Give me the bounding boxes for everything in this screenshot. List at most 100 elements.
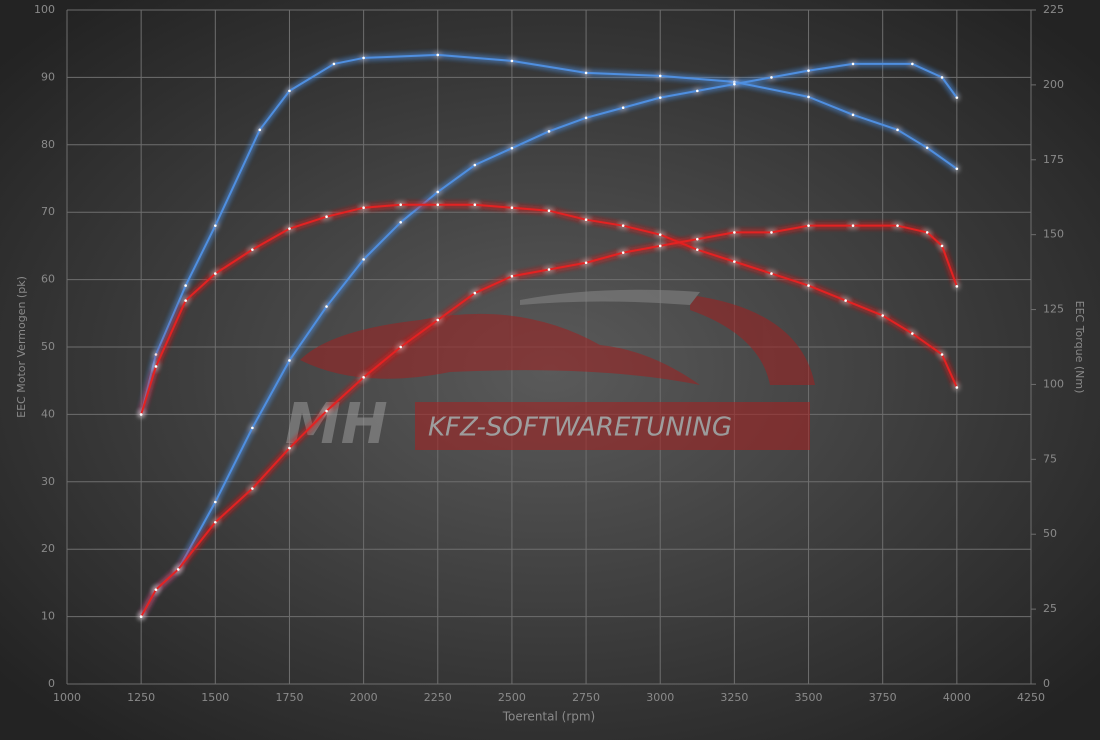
point — [955, 167, 959, 171]
point — [807, 284, 810, 287]
point — [288, 227, 291, 230]
point — [940, 353, 944, 356]
x-tick-label: 4250 — [1017, 691, 1045, 704]
watermark-band — [415, 402, 810, 450]
series — [139, 203, 959, 416]
point — [696, 237, 699, 241]
point — [547, 209, 551, 213]
point — [696, 89, 699, 93]
series — [139, 224, 959, 618]
y-tick-label: 60 — [41, 273, 55, 286]
point — [214, 500, 217, 504]
point — [807, 224, 810, 227]
y2-tick-label: 150 — [1043, 228, 1064, 241]
point — [399, 221, 402, 224]
point — [399, 203, 402, 207]
x-tick-label: 3250 — [720, 691, 748, 704]
watermark: MH KFZ-SOFTWARETUNING — [285, 289, 815, 457]
y2-tick-label: 225 — [1043, 3, 1064, 16]
point — [214, 272, 217, 275]
y-tick-label: 0 — [48, 677, 55, 690]
point — [696, 248, 699, 251]
series — [139, 53, 959, 416]
point — [925, 146, 929, 150]
point — [510, 59, 514, 63]
point — [184, 299, 187, 302]
point — [154, 353, 158, 356]
point — [940, 76, 944, 79]
point — [955, 386, 959, 389]
point — [925, 231, 929, 234]
point — [362, 376, 365, 379]
y2-tick-label: 175 — [1043, 153, 1064, 166]
y2-tick-label: 125 — [1043, 303, 1064, 316]
point — [807, 95, 810, 99]
point — [176, 568, 180, 571]
x-tick-label: 4000 — [943, 691, 971, 704]
point — [770, 231, 773, 234]
watermark-arc — [690, 295, 815, 385]
point — [658, 233, 662, 236]
x-tick-label: 1250 — [127, 691, 155, 704]
y2-tick-label: 200 — [1043, 78, 1064, 91]
point — [325, 409, 328, 413]
x-tick-label: 2000 — [350, 691, 378, 704]
y-tick-label: 80 — [41, 138, 55, 151]
x-axis-label: Toerental (rpm) — [502, 710, 595, 724]
point — [621, 224, 625, 227]
point — [214, 224, 217, 227]
point — [621, 251, 625, 254]
point — [658, 244, 662, 248]
y2-tick-label: 25 — [1043, 602, 1057, 615]
point — [584, 116, 588, 120]
point — [955, 96, 959, 99]
point — [658, 96, 662, 99]
y2-tick-label: 100 — [1043, 377, 1064, 390]
point — [436, 318, 440, 322]
point — [251, 426, 254, 430]
point — [362, 56, 365, 60]
point — [436, 53, 440, 57]
point — [844, 299, 847, 302]
y2-axis-label: EEC Torque (Nm) — [1073, 301, 1086, 394]
point — [251, 248, 254, 251]
point — [510, 274, 514, 278]
point — [955, 285, 959, 288]
point — [332, 62, 336, 66]
x-tick-label: 3500 — [795, 691, 823, 704]
y2-tick-label: 50 — [1043, 527, 1057, 540]
point — [851, 62, 855, 66]
x-tick-label: 3750 — [869, 691, 897, 704]
point — [911, 332, 914, 335]
point — [139, 615, 143, 618]
point — [807, 69, 810, 72]
point — [214, 520, 217, 524]
point — [399, 345, 402, 349]
point — [896, 128, 899, 132]
point — [436, 190, 440, 194]
y-tick-label: 40 — [41, 407, 55, 420]
point — [154, 588, 158, 591]
point — [584, 261, 588, 265]
series-line — [140, 53, 958, 415]
point — [258, 128, 262, 132]
series-line — [140, 62, 958, 618]
point — [473, 291, 477, 295]
x-tick-label: 2250 — [424, 691, 452, 704]
point — [733, 260, 736, 263]
point — [733, 82, 736, 86]
point — [911, 62, 914, 66]
x-tick-label: 2500 — [498, 691, 526, 704]
point — [362, 258, 365, 261]
grid — [66, 9, 1032, 685]
point — [288, 446, 291, 450]
y2-tick-label: 75 — [1043, 452, 1057, 465]
point — [851, 224, 855, 227]
point — [733, 231, 736, 234]
x-tick-label: 2750 — [572, 691, 600, 704]
y-tick-label: 100 — [34, 3, 55, 16]
point — [547, 130, 551, 133]
point — [940, 244, 944, 248]
y-tick-label: 90 — [41, 70, 55, 83]
point — [325, 215, 328, 218]
